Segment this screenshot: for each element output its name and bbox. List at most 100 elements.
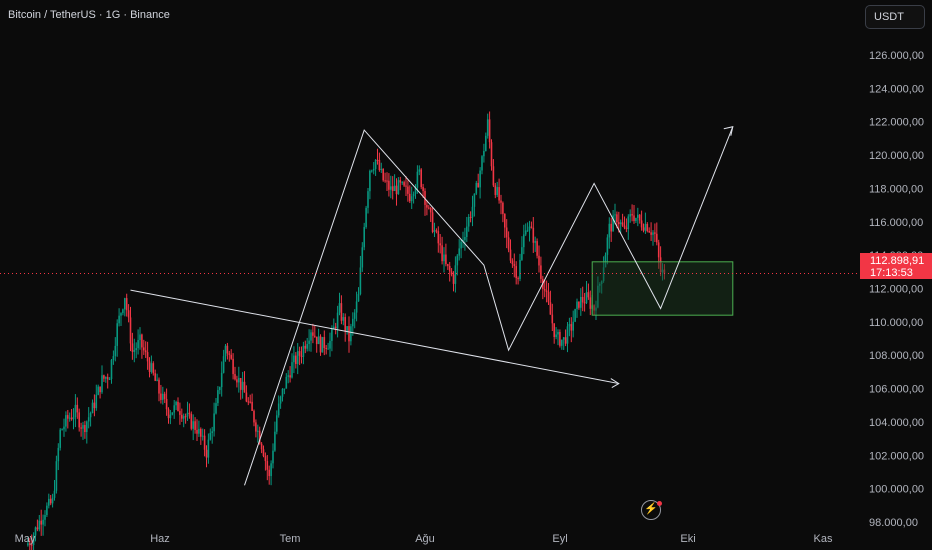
candle-body: [477, 182, 479, 188]
candle-body: [89, 413, 92, 418]
candle-body: [524, 230, 527, 235]
candle-body: [169, 414, 172, 419]
candle-body: [443, 254, 445, 262]
y-tick-label: 98.000,00: [869, 517, 918, 529]
candle-body: [458, 248, 460, 256]
y-tick-label: 124.000,00: [869, 83, 924, 95]
y-tick-label: 102.000,00: [869, 450, 924, 462]
y-tick-label: 126.000,00: [869, 50, 924, 62]
candle-body: [488, 119, 491, 143]
candle-body: [426, 204, 428, 208]
candle-body: [154, 373, 156, 381]
last-price-label: 112.898,91: [870, 255, 925, 267]
notification-dot-icon: [657, 501, 662, 506]
candle-body: [606, 237, 609, 255]
y-tick-label: 116.000,00: [869, 217, 923, 229]
candle-body: [82, 425, 84, 429]
candle-body: [574, 309, 576, 322]
candle-body: [509, 249, 512, 261]
last-price-badge: 112.898,91 17:13:53: [860, 253, 932, 279]
candle-body: [106, 377, 109, 380]
candle-body: [619, 222, 622, 225]
candle-body: [595, 307, 597, 311]
candle-body: [338, 303, 341, 313]
x-tick-label: Eki: [680, 533, 695, 545]
candle-body: [125, 298, 128, 311]
candle-body: [353, 312, 356, 319]
drawings-layer[interactable]: [130, 126, 734, 486]
candle-body: [38, 520, 41, 530]
candle-body: [61, 429, 63, 431]
candle-body: [399, 180, 402, 183]
candle-body: [600, 281, 603, 285]
candle-body: [405, 185, 407, 187]
candle-body: [462, 239, 464, 242]
candle-body: [131, 343, 134, 352]
candle-body: [540, 265, 542, 279]
candle-body: [314, 335, 316, 337]
candle-body: [562, 337, 565, 340]
candle-body: [530, 226, 533, 228]
candle-body: [485, 135, 487, 151]
candle-body: [296, 351, 299, 364]
candle-body: [447, 264, 449, 266]
candle-body: [618, 222, 620, 225]
symbol-title[interactable]: Bitcoin / TetherUS · 1G · Binance: [8, 9, 170, 21]
candle-body: [156, 379, 158, 381]
candle-body: [638, 214, 641, 221]
candle-body: [67, 415, 69, 419]
candle-body: [536, 241, 538, 256]
candle-body: [466, 226, 468, 237]
candle-body: [319, 336, 322, 353]
zigzag-arrowhead: [723, 126, 734, 136]
candle-body: [454, 265, 457, 284]
candle-body: [129, 317, 132, 344]
y-tick-label: 104.000,00: [869, 417, 924, 429]
candle-body: [661, 269, 664, 273]
candle-body: [287, 375, 289, 377]
candle-body: [336, 312, 339, 329]
candle-body: [266, 461, 269, 470]
candle-body: [93, 402, 96, 409]
candle-body: [232, 358, 234, 375]
candle-body: [258, 430, 261, 444]
candle-body: [352, 318, 354, 327]
candle-body: [70, 417, 73, 420]
y-tick-label: 100.000,00: [869, 484, 924, 496]
candle-body: [344, 317, 346, 331]
candle-body: [277, 403, 280, 416]
candle-body: [312, 332, 314, 336]
candle-body: [182, 416, 185, 419]
x-axis[interactable]: May Haz Tem Ağu Eyl Eki Kas: [15, 533, 833, 545]
candle-body: [597, 285, 599, 308]
lightning-circle-icon[interactable]: ⚡: [641, 500, 661, 520]
candle-body: [137, 340, 139, 349]
candle-body: [441, 245, 443, 262]
candle-body: [173, 405, 175, 413]
candle-body: [285, 376, 288, 389]
y-tick-label: 106.000,00: [869, 384, 924, 396]
y-tick-label: 112.000,00: [869, 284, 923, 296]
currency-button[interactable]: USDT: [865, 5, 925, 29]
y-axis[interactable]: 98.000,00 100.000,00 102.000,00 104.000,00 1…: [869, 50, 924, 529]
candle-body: [40, 520, 42, 525]
candle-body: [599, 284, 601, 286]
candle-body: [101, 375, 103, 393]
candle-body: [36, 527, 39, 530]
candle-body: [179, 411, 181, 415]
candle-body: [656, 233, 658, 243]
candle-body: [391, 186, 394, 191]
candle-body: [226, 345, 229, 354]
candle-body: [418, 169, 421, 172]
candle-body: [59, 429, 61, 448]
x-tick-label: Ağu: [415, 533, 435, 545]
candle-body: [165, 398, 168, 410]
candle-body: [570, 324, 573, 331]
candle-body: [268, 469, 270, 477]
candle-body: [158, 379, 160, 394]
candle-body: [105, 377, 107, 379]
candle-body: [475, 182, 478, 194]
candle-body: [74, 404, 77, 418]
